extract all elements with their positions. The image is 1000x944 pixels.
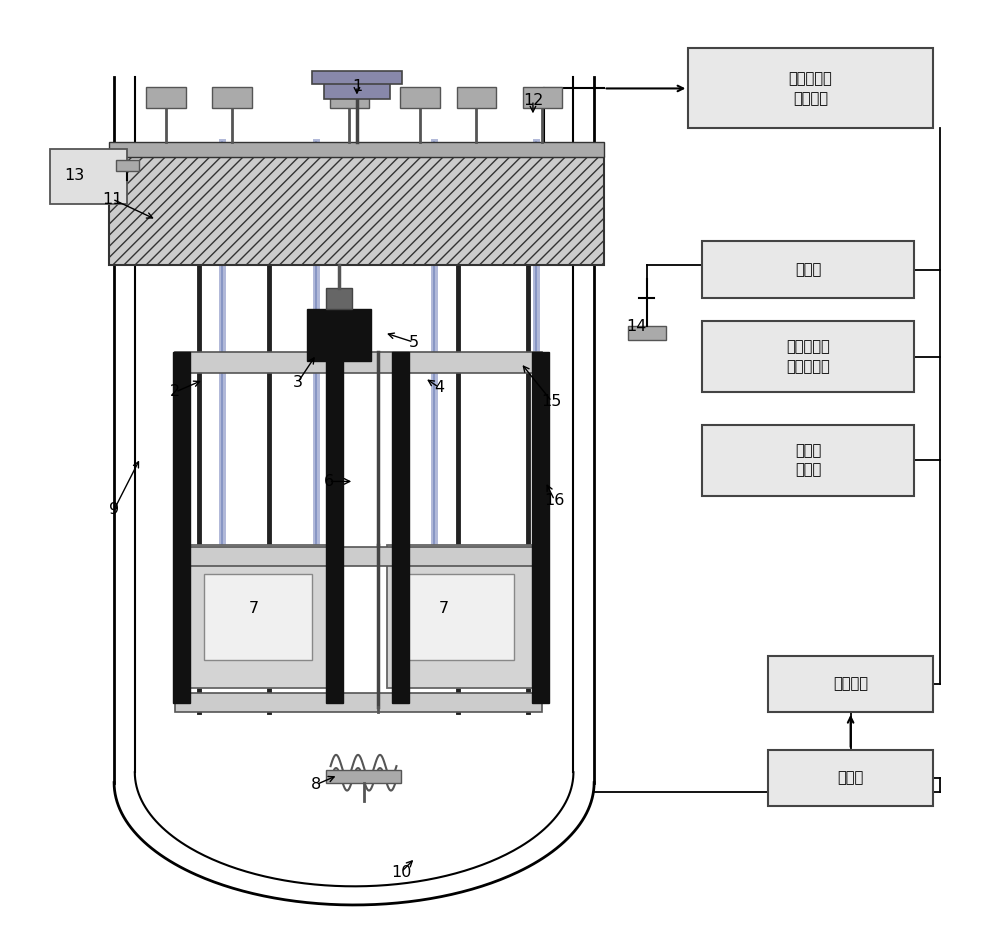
Text: 4: 4 xyxy=(434,379,444,395)
Text: 超导直
流电源: 超导直 流电源 xyxy=(795,443,821,478)
Text: 3: 3 xyxy=(293,375,303,390)
Text: 汽化器: 汽化器 xyxy=(837,770,864,785)
Bar xyxy=(50,149,127,204)
Text: 7: 7 xyxy=(248,601,258,616)
Bar xyxy=(173,352,190,702)
Text: 数据采集及
控制系统: 数据采集及 控制系统 xyxy=(789,71,832,106)
Bar xyxy=(768,750,933,806)
Text: 背景磁场磁
体直流电源: 背景磁场磁 体直流电源 xyxy=(786,339,830,374)
Bar xyxy=(330,87,369,108)
Bar xyxy=(312,71,402,84)
Bar xyxy=(768,655,933,712)
Bar xyxy=(116,160,139,171)
Bar xyxy=(146,87,186,108)
Bar xyxy=(326,770,401,783)
Text: 11: 11 xyxy=(102,192,122,207)
Text: 7: 7 xyxy=(438,601,449,616)
Text: 10: 10 xyxy=(391,865,411,880)
Bar xyxy=(212,87,252,108)
Bar xyxy=(387,546,533,688)
Bar xyxy=(406,574,514,660)
Bar xyxy=(400,87,440,108)
Bar xyxy=(702,321,914,392)
Text: 16: 16 xyxy=(544,493,565,508)
Bar xyxy=(109,157,604,265)
Bar xyxy=(324,82,390,99)
Bar xyxy=(326,352,343,702)
Text: 8: 8 xyxy=(311,777,322,792)
Bar xyxy=(204,574,312,660)
Bar xyxy=(523,87,562,108)
Bar xyxy=(688,48,933,128)
Text: 真空机组: 真空机组 xyxy=(833,676,868,691)
Text: 2: 2 xyxy=(170,384,180,399)
Text: 12: 12 xyxy=(523,93,543,108)
Text: 15: 15 xyxy=(542,394,562,409)
Bar xyxy=(628,326,666,340)
Bar xyxy=(185,548,533,566)
Bar xyxy=(326,289,352,310)
Bar xyxy=(457,87,496,108)
Text: 9: 9 xyxy=(109,502,119,517)
Text: 6: 6 xyxy=(324,474,334,489)
Text: 1: 1 xyxy=(352,78,362,93)
Bar xyxy=(702,242,914,298)
Bar xyxy=(392,352,409,702)
Bar xyxy=(185,546,331,688)
Bar xyxy=(109,142,604,157)
Bar xyxy=(702,425,914,496)
Text: 14: 14 xyxy=(626,319,647,333)
Bar xyxy=(175,352,542,373)
Text: 制冷机: 制冷机 xyxy=(795,262,821,278)
Text: 13: 13 xyxy=(64,168,85,183)
Bar xyxy=(307,310,371,361)
Bar xyxy=(532,352,549,702)
Bar xyxy=(175,693,542,712)
Text: 5: 5 xyxy=(408,334,418,349)
